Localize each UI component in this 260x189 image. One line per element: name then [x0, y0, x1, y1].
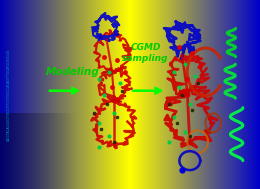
Text: Modeling: Modeling	[46, 67, 100, 77]
Text: CGMD
sampling: CGMD sampling	[122, 43, 169, 63]
Text: CACCTACAGGGGTTGCGTTTCGTTGCCCAGAGTTTGCATGCGGGGG: CACCTACAGGGGTTGCGTTTCGTTGCCCAGAGTTTGCATG…	[7, 48, 11, 141]
